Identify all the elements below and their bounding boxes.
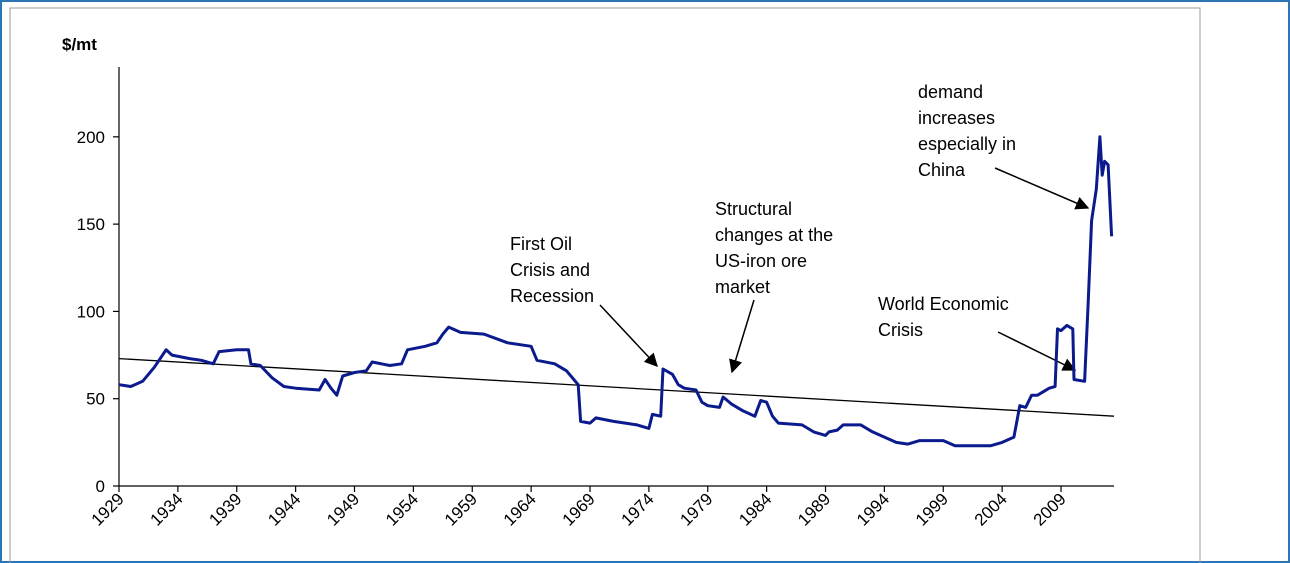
- annotation: First Oil: [510, 234, 572, 254]
- arrow: [997, 331, 1077, 371]
- y-tick-label: 200: [77, 128, 105, 147]
- x-tick-label: 1944: [264, 489, 304, 529]
- x-tick-label: 1949: [323, 489, 363, 529]
- x-tick-label: 1989: [794, 489, 834, 529]
- annotation: Structural: [715, 199, 792, 219]
- x-tick-label: 1969: [559, 489, 599, 529]
- x-tick-label: 1999: [912, 489, 952, 529]
- chart-frame: [9, 7, 1201, 563]
- x-tick-label: 2004: [971, 489, 1011, 529]
- x-tick-label: 1954: [382, 489, 422, 529]
- x-tick-label: 1994: [853, 489, 893, 529]
- x-tick-label: 1984: [735, 489, 775, 529]
- annotation: increases: [918, 108, 995, 128]
- x-tick-label: 2009: [1030, 489, 1070, 529]
- y-tick-label: 50: [86, 390, 105, 409]
- x-tick-label: 1974: [618, 489, 658, 529]
- y-axis-label: $/mt: [62, 35, 97, 54]
- y-tick-label: 0: [96, 477, 105, 496]
- arrow: [599, 304, 658, 367]
- y-tick-label: 150: [77, 215, 105, 234]
- x-tick-label: 1939: [205, 489, 245, 529]
- y-tick-label: 100: [77, 302, 105, 321]
- x-tick-label: 1979: [676, 489, 716, 529]
- data-line: [118, 357, 1115, 417]
- arrow: [994, 167, 1090, 210]
- annotation: China: [918, 160, 966, 180]
- annotation: Crisis and: [510, 260, 590, 280]
- x-tick-label: 1929: [88, 489, 128, 529]
- annotation: World Economic: [878, 294, 1009, 314]
- x-tick-label: 1959: [441, 489, 481, 529]
- annotation: demand: [918, 82, 983, 102]
- annotation: market: [715, 277, 770, 297]
- annotation: US-iron ore: [715, 251, 807, 271]
- annotation: especially in: [918, 134, 1016, 154]
- x-tick-label: 1934: [147, 489, 187, 529]
- arrow: [729, 299, 755, 374]
- annotation: Recession: [510, 286, 594, 306]
- data-line: [118, 135, 1114, 448]
- annotation: Crisis: [878, 320, 923, 340]
- x-tick-label: 1964: [500, 489, 540, 529]
- annotation: changes at the: [715, 225, 833, 245]
